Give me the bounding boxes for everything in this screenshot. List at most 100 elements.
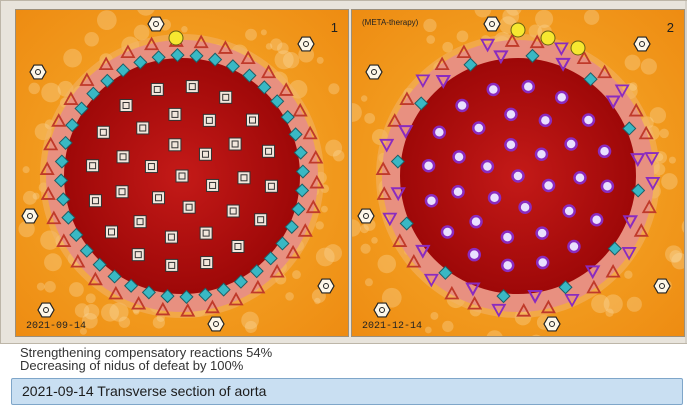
square-marker xyxy=(168,107,182,121)
triangle-marker xyxy=(633,223,649,237)
texture-spot xyxy=(423,18,437,33)
square-marker-inner xyxy=(178,172,186,180)
triangle-marker xyxy=(638,125,654,140)
violet-marker xyxy=(486,82,501,97)
triangle-marker xyxy=(621,247,637,261)
violet-marker xyxy=(500,258,515,273)
violet-marker xyxy=(440,225,455,239)
texture-spot xyxy=(44,280,56,293)
inverted-triangle-marker xyxy=(605,95,621,110)
diamond-marker xyxy=(225,59,240,74)
yellow-marker xyxy=(510,22,526,38)
texture-spot xyxy=(640,58,657,75)
texture-spot xyxy=(628,82,638,91)
diamond-marker xyxy=(79,243,94,258)
violet-marker xyxy=(452,150,466,164)
triangle-marker xyxy=(491,303,507,318)
square-marker-inner xyxy=(99,128,107,136)
triangle-marker xyxy=(387,113,403,127)
texture-spot xyxy=(430,311,439,320)
texture-spot xyxy=(133,24,150,41)
violet-marker xyxy=(541,178,556,193)
texture-spot xyxy=(83,303,100,320)
texture-spot xyxy=(486,330,503,336)
texture-spot xyxy=(137,10,155,16)
triangle-marker xyxy=(269,263,285,278)
square-marker xyxy=(200,256,214,270)
diamond-marker xyxy=(86,86,101,101)
texture-spot xyxy=(316,56,324,64)
violet-marker xyxy=(455,98,469,113)
texture-spot xyxy=(260,29,267,36)
panel-number: 2 xyxy=(666,20,674,35)
triangle-marker xyxy=(415,74,431,89)
diamond-marker xyxy=(133,55,148,70)
texture-spot xyxy=(364,278,373,287)
diamond-marker xyxy=(141,285,156,300)
diamond-marker xyxy=(208,52,223,67)
texture-spot xyxy=(669,250,682,263)
triangle-marker xyxy=(292,102,308,117)
triangle-marker xyxy=(641,199,657,214)
texture-spot xyxy=(665,245,683,263)
square-marker-inner xyxy=(119,153,127,161)
violet-marker xyxy=(432,125,447,140)
square-marker xyxy=(119,99,133,113)
square-marker xyxy=(231,239,245,253)
inverted-triangle-marker xyxy=(398,125,414,139)
diamond-marker xyxy=(414,96,429,111)
square-marker-inner xyxy=(139,124,147,132)
triangle-marker xyxy=(456,44,472,58)
hexagon-marker xyxy=(147,16,165,32)
diamond-marker xyxy=(295,183,310,198)
violet-marker xyxy=(518,200,532,214)
square-marker xyxy=(115,185,129,199)
diamond-marker xyxy=(583,72,598,87)
texture-spot xyxy=(276,42,289,55)
texture-spot xyxy=(371,237,378,244)
diamond-marker xyxy=(622,121,637,136)
texture-spot xyxy=(244,320,258,334)
section-image-2[interactable]: (META-therapy) 2 2021-12-14 xyxy=(351,9,685,337)
texture-spot xyxy=(28,82,40,95)
diamond-marker xyxy=(275,236,290,251)
inverted-triangle-marker xyxy=(555,57,571,72)
hexagon-marker xyxy=(653,278,671,294)
texture-spot xyxy=(118,316,131,328)
texture-spot xyxy=(328,83,340,95)
image-caption-field[interactable]: 2021-09-14 Transverse section of aorta xyxy=(11,378,683,405)
section-image-1[interactable]: 1 2021-09-14 xyxy=(15,9,349,337)
diamond-marker xyxy=(92,257,107,272)
texture-spot xyxy=(82,312,98,329)
square-marker-inner xyxy=(265,147,273,155)
texture-spot xyxy=(292,270,301,279)
texture-spot xyxy=(41,82,61,103)
texture-spot xyxy=(270,38,283,51)
hexagon-marker xyxy=(633,36,651,52)
square-marker xyxy=(254,213,268,227)
triangle-marker xyxy=(228,291,244,306)
diamond-marker xyxy=(558,280,573,295)
texture-spot xyxy=(44,253,62,272)
square-marker xyxy=(206,178,220,192)
square-marker xyxy=(136,121,150,135)
texture-spot xyxy=(624,54,641,71)
triangle-marker xyxy=(56,233,72,247)
square-marker xyxy=(96,125,110,139)
triangle-marker xyxy=(40,186,56,200)
scrollbar[interactable] xyxy=(685,1,687,343)
diamond-marker xyxy=(242,68,257,83)
triangle-marker xyxy=(180,303,196,317)
texture-spot xyxy=(79,327,87,335)
violet-marker xyxy=(554,90,569,105)
violet-marker xyxy=(521,79,536,94)
yellow-marker xyxy=(168,30,184,46)
texture-spot xyxy=(377,254,397,274)
hexagon-marker-inner xyxy=(489,21,495,27)
therapy-tag: (META-therapy) xyxy=(362,18,419,27)
square-marker xyxy=(131,248,145,262)
triangle-marker xyxy=(406,253,422,268)
texture-spot xyxy=(649,107,667,124)
images-frame: 1 2021-09-14 (META-therapy) 2 2021-12-14 xyxy=(0,0,687,344)
square-marker xyxy=(88,194,102,208)
